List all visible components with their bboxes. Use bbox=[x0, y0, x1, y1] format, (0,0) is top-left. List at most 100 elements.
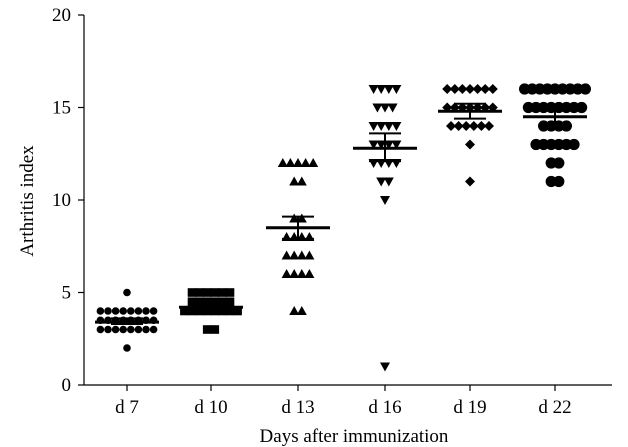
data-point bbox=[484, 121, 494, 131]
data-point bbox=[233, 306, 242, 316]
data-point bbox=[202, 306, 212, 316]
data-point bbox=[127, 325, 135, 334]
data-point bbox=[104, 325, 112, 334]
data-point bbox=[296, 306, 307, 315]
data-point bbox=[391, 85, 402, 94]
data-point bbox=[218, 306, 227, 316]
data-point bbox=[187, 288, 197, 297]
data-point bbox=[383, 140, 394, 150]
data-point bbox=[446, 121, 456, 131]
data-point bbox=[480, 84, 491, 94]
data-point bbox=[289, 250, 300, 260]
mean-bars bbox=[95, 102, 587, 325]
data-point bbox=[368, 85, 379, 94]
data-point bbox=[449, 84, 460, 94]
y-tick-label: 0 bbox=[62, 375, 72, 396]
data-point bbox=[277, 158, 288, 167]
data-point bbox=[134, 307, 143, 315]
data-point bbox=[383, 122, 394, 131]
data-point bbox=[104, 307, 112, 315]
data-point bbox=[308, 158, 319, 167]
data-point bbox=[96, 307, 105, 315]
data-point bbox=[553, 175, 565, 188]
data-point bbox=[180, 306, 189, 316]
data-point bbox=[119, 325, 127, 334]
data-point bbox=[376, 122, 387, 131]
data-point bbox=[281, 269, 292, 278]
data-point bbox=[453, 121, 464, 131]
data-point bbox=[391, 122, 402, 131]
data-point bbox=[304, 250, 315, 260]
data-point bbox=[372, 103, 383, 113]
data-point bbox=[383, 177, 394, 187]
y-tick-label: 5 bbox=[62, 283, 72, 304]
data-point bbox=[225, 306, 235, 316]
data-point bbox=[218, 297, 227, 307]
data-point bbox=[142, 325, 150, 334]
data-point bbox=[368, 140, 379, 150]
data-point bbox=[376, 85, 387, 94]
data-point bbox=[187, 306, 197, 316]
data-point bbox=[293, 158, 303, 167]
data-point bbox=[202, 288, 212, 297]
data-point bbox=[300, 158, 311, 167]
data-point bbox=[119, 307, 127, 315]
data-point bbox=[187, 297, 197, 307]
data-point bbox=[289, 213, 300, 223]
data-point bbox=[376, 140, 387, 150]
data-point bbox=[202, 325, 212, 334]
data-point bbox=[281, 250, 292, 260]
data-point bbox=[123, 344, 131, 352]
data-point bbox=[380, 103, 390, 113]
x-tick-label: d 16 bbox=[368, 397, 401, 418]
data-point bbox=[225, 297, 235, 307]
data-point bbox=[195, 297, 204, 307]
data-point bbox=[465, 176, 475, 187]
data-point bbox=[210, 306, 220, 316]
data-point bbox=[368, 122, 379, 131]
data-point bbox=[304, 269, 315, 278]
x-tick-label: d 19 bbox=[453, 397, 486, 418]
data-point bbox=[210, 288, 220, 297]
data-point bbox=[111, 325, 120, 334]
data-point bbox=[195, 288, 204, 297]
data-point bbox=[472, 84, 483, 94]
y-tick-label: 20 bbox=[52, 5, 71, 26]
data-point bbox=[149, 325, 158, 334]
x-tick-label: d 10 bbox=[194, 397, 227, 418]
data-point bbox=[461, 121, 472, 131]
data-point bbox=[457, 84, 468, 94]
data-point bbox=[380, 362, 390, 372]
y-axis-title: Arthritis index bbox=[17, 145, 38, 257]
data-point bbox=[380, 196, 390, 205]
data-point bbox=[376, 177, 387, 187]
data-point bbox=[289, 176, 300, 186]
data-point bbox=[391, 140, 402, 150]
data-point bbox=[225, 288, 235, 297]
x-axis-title: Days after immunization bbox=[260, 426, 449, 447]
data-point bbox=[579, 83, 592, 95]
y-tick-label: 10 bbox=[52, 190, 71, 211]
data-point bbox=[111, 307, 120, 315]
data-point bbox=[289, 306, 300, 315]
data-point bbox=[210, 325, 220, 334]
data-point bbox=[149, 307, 158, 315]
data-point bbox=[383, 85, 394, 94]
data-point bbox=[468, 121, 479, 131]
data-point bbox=[296, 213, 307, 223]
data-point bbox=[195, 306, 204, 316]
data-point bbox=[123, 288, 131, 297]
data-point bbox=[96, 325, 105, 334]
y-ticks: 0 5 10 15 20 bbox=[52, 5, 84, 396]
data-point bbox=[476, 121, 487, 131]
x-tick-label: d 13 bbox=[281, 397, 314, 418]
data-point bbox=[285, 158, 296, 167]
data-point bbox=[202, 297, 212, 307]
data-point bbox=[576, 101, 588, 114]
data-point bbox=[218, 288, 227, 297]
data-point bbox=[134, 325, 143, 334]
data-point bbox=[387, 103, 398, 113]
data-point bbox=[487, 84, 498, 94]
